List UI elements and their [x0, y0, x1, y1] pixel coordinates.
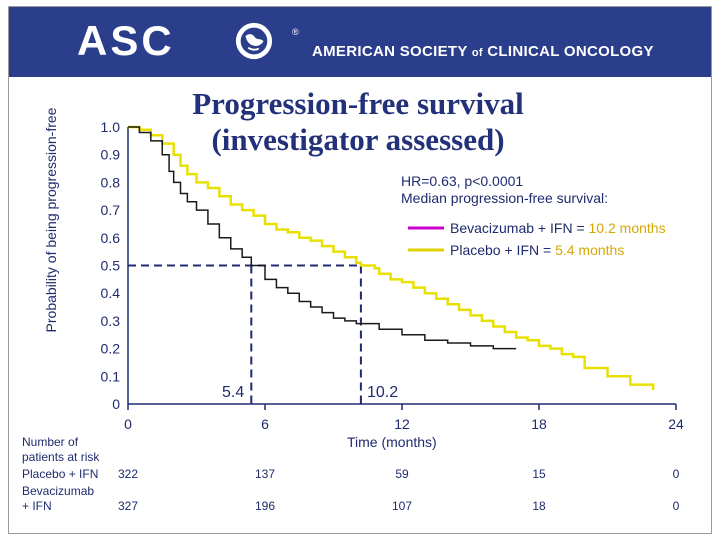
chart-title-line1: Progression-free survival: [192, 86, 524, 121]
asco-logo-text: ASC: [77, 17, 175, 64]
risk-placebo-0: 322: [117, 467, 139, 481]
y-tick-label: 0.8: [101, 174, 121, 190]
survival-curves: [128, 125, 655, 391]
risk-bev-24: 0: [672, 499, 680, 513]
risk-placebo-24: 0: [672, 467, 680, 481]
y-tick-labels: 0 0.1 0.2 0.3 0.4 0.5 0.6 0.7 0.8 0.9 1.0: [101, 119, 121, 412]
y-tick-label: 0.7: [101, 202, 121, 218]
median-guides: [128, 264, 362, 404]
y-tick-label: 0.1: [101, 368, 121, 384]
chart-title-line2: (investigator assessed): [211, 122, 505, 157]
risk-table-header-1: Number of: [22, 435, 79, 449]
median-label-placebo: 5.4: [222, 384, 245, 401]
asco-header: ASC ® AMERICAN SOCIETY of CLINICAL ONCOL…: [9, 7, 711, 77]
risk-row-label-bev-2: + IFN: [22, 499, 52, 513]
org-name-of: of: [471, 47, 483, 59]
legend-bevacizumab: Bevacizumab + IFN = 10.2 months: [450, 220, 666, 236]
x-tick-labels: 0 6 12 18 24: [124, 416, 684, 432]
risk-row-label-placebo: Placebo + IFN: [22, 467, 99, 481]
y-tick-label: 0.4: [101, 285, 121, 301]
org-name-part2: CLINICAL ONCOLOGY: [487, 43, 654, 60]
risk-placebo-6: 137: [254, 467, 276, 481]
registered-mark: ®: [292, 27, 299, 37]
risk-bev-6: 196: [254, 499, 276, 513]
risk-bev-12: 107: [391, 499, 413, 513]
risk-bev-0: 327: [117, 499, 139, 513]
legend-placebo-value: 5.4 months: [555, 242, 625, 258]
globe-icon: [235, 22, 273, 60]
x-axis-label: Time (months): [347, 434, 437, 450]
y-tick-label: 0: [112, 396, 120, 412]
legend-placebo-label: Placebo + IFN =: [450, 242, 556, 258]
y-tick-label: 0.3: [101, 313, 121, 329]
risk-row-label-bev-1: Bevacizumab: [22, 484, 95, 498]
legend-bevacizumab-value: 10.2 months: [588, 220, 666, 236]
y-tick-label: 0.2: [101, 341, 121, 357]
y-tick-label: 0.9: [101, 147, 121, 163]
risk-table-header-2: patients at risk: [22, 450, 100, 464]
slide-frame: [8, 6, 712, 534]
risk-bev-18: 18: [532, 499, 546, 513]
series-line-placebo: [128, 126, 517, 350]
y-tick-label: 0.5: [101, 258, 121, 274]
x-tick-label: 18: [531, 416, 547, 432]
y-tick-label: 1.0: [101, 119, 121, 135]
series-line-bevacizumab: [128, 125, 655, 391]
y-tick-label: 0.6: [101, 230, 121, 246]
x-tick-label: 6: [261, 416, 269, 432]
legend-placebo: Placebo + IFN = 5.4 months: [450, 242, 624, 258]
median-label-bevacizumab: 10.2: [367, 384, 399, 401]
risk-placebo-18: 15: [532, 467, 546, 481]
x-tick-label: 0: [124, 416, 132, 432]
legend-bevacizumab-label: Bevacizumab + IFN =: [450, 220, 589, 236]
risk-placebo-12: 59: [395, 467, 409, 481]
x-tick-label: 24: [668, 416, 684, 432]
median-heading: Median progression-free survival:: [401, 190, 608, 206]
hr-stat: HR=0.63, p<0.0001: [401, 173, 524, 189]
org-name: AMERICAN SOCIETY of CLINICAL ONCOLOGY: [312, 43, 654, 60]
org-name-part1: AMERICAN SOCIETY: [312, 43, 468, 60]
x-tick-label: 12: [394, 416, 410, 432]
